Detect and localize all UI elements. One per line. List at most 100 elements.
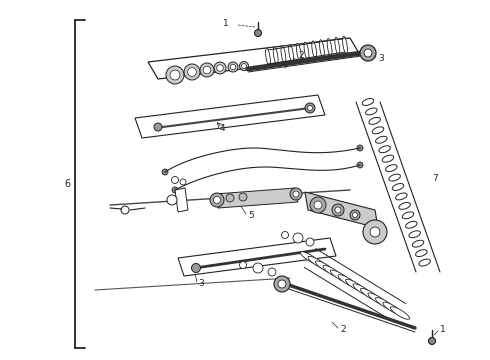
Ellipse shape: [345, 279, 365, 292]
Circle shape: [274, 276, 290, 292]
Circle shape: [167, 195, 177, 205]
Ellipse shape: [369, 117, 380, 124]
Circle shape: [121, 206, 129, 214]
Circle shape: [184, 64, 200, 80]
Ellipse shape: [353, 284, 372, 296]
Ellipse shape: [372, 127, 384, 134]
Text: 3: 3: [198, 279, 204, 288]
Circle shape: [154, 123, 162, 131]
Circle shape: [352, 212, 358, 217]
Circle shape: [242, 63, 246, 68]
Circle shape: [172, 176, 178, 184]
Ellipse shape: [289, 45, 294, 62]
Circle shape: [360, 45, 376, 61]
Ellipse shape: [386, 165, 397, 172]
Polygon shape: [175, 188, 188, 212]
Ellipse shape: [416, 249, 427, 257]
Circle shape: [370, 227, 380, 237]
Circle shape: [363, 220, 387, 244]
Ellipse shape: [392, 184, 404, 190]
Circle shape: [357, 162, 363, 168]
Text: 3: 3: [378, 54, 384, 63]
Circle shape: [170, 70, 180, 80]
Ellipse shape: [361, 288, 380, 301]
Ellipse shape: [273, 47, 278, 65]
Text: 4: 4: [220, 123, 225, 132]
Ellipse shape: [330, 270, 349, 283]
Ellipse shape: [335, 37, 340, 55]
Circle shape: [290, 188, 302, 200]
Polygon shape: [178, 238, 336, 276]
Ellipse shape: [366, 108, 377, 115]
Circle shape: [192, 264, 200, 273]
Ellipse shape: [399, 202, 411, 210]
Circle shape: [214, 197, 220, 203]
Circle shape: [172, 187, 178, 193]
Ellipse shape: [376, 136, 387, 143]
Circle shape: [200, 63, 214, 77]
Polygon shape: [148, 38, 360, 79]
Ellipse shape: [281, 46, 286, 63]
Ellipse shape: [296, 43, 301, 61]
Polygon shape: [135, 95, 325, 138]
Polygon shape: [305, 192, 378, 228]
Circle shape: [305, 103, 315, 113]
Ellipse shape: [409, 231, 420, 238]
Circle shape: [281, 231, 289, 239]
Ellipse shape: [319, 40, 324, 58]
Ellipse shape: [300, 252, 319, 264]
Circle shape: [278, 280, 286, 288]
Circle shape: [357, 145, 363, 151]
Circle shape: [188, 68, 196, 76]
Circle shape: [228, 62, 238, 72]
Circle shape: [268, 268, 276, 276]
Ellipse shape: [391, 307, 410, 319]
Ellipse shape: [389, 174, 400, 181]
Text: 6: 6: [64, 179, 70, 189]
Text: 1: 1: [440, 325, 446, 334]
Circle shape: [240, 261, 246, 269]
Circle shape: [253, 263, 263, 273]
Circle shape: [162, 169, 168, 175]
Circle shape: [428, 338, 436, 345]
Circle shape: [306, 238, 314, 246]
Ellipse shape: [368, 293, 387, 306]
Ellipse shape: [406, 221, 417, 228]
Ellipse shape: [266, 48, 270, 66]
Text: 1: 1: [223, 18, 229, 27]
Ellipse shape: [362, 99, 374, 105]
Circle shape: [214, 62, 226, 74]
Circle shape: [254, 30, 262, 36]
Ellipse shape: [312, 41, 317, 59]
Circle shape: [203, 66, 211, 74]
Circle shape: [364, 49, 372, 57]
Circle shape: [310, 197, 326, 213]
Text: 7: 7: [432, 174, 438, 183]
Circle shape: [308, 105, 313, 111]
Circle shape: [226, 194, 234, 202]
Ellipse shape: [338, 275, 357, 287]
Polygon shape: [215, 188, 298, 208]
Circle shape: [210, 193, 224, 207]
Circle shape: [180, 179, 186, 185]
Circle shape: [335, 207, 341, 213]
Circle shape: [293, 191, 299, 197]
Circle shape: [314, 201, 322, 209]
Ellipse shape: [308, 256, 327, 269]
Circle shape: [350, 210, 360, 220]
Ellipse shape: [412, 240, 424, 247]
Circle shape: [293, 233, 303, 243]
Ellipse shape: [402, 212, 414, 219]
Circle shape: [239, 193, 247, 201]
Circle shape: [217, 65, 223, 71]
Text: 2: 2: [298, 50, 304, 59]
Ellipse shape: [343, 36, 347, 54]
Ellipse shape: [382, 155, 394, 162]
Circle shape: [166, 66, 184, 84]
Text: 2: 2: [340, 325, 345, 334]
Ellipse shape: [419, 259, 430, 266]
Ellipse shape: [379, 146, 391, 153]
Ellipse shape: [383, 302, 402, 315]
Ellipse shape: [323, 265, 342, 278]
Ellipse shape: [375, 298, 394, 310]
